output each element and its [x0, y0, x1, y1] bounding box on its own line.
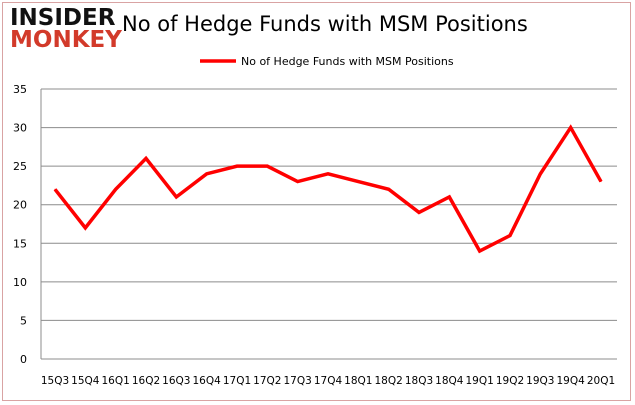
data-point: [54, 188, 56, 190]
data-point: [448, 196, 450, 198]
x-tick-label: 19Q2: [496, 375, 524, 387]
x-tick-label: 19Q4: [557, 375, 586, 387]
data-point: [357, 181, 359, 183]
x-tick-label: 17Q2: [253, 375, 281, 387]
legend-label: No of Hedge Funds with MSM Positions: [241, 55, 454, 68]
data-point: [297, 181, 299, 183]
x-tick-label: 18Q1: [344, 375, 372, 387]
data-point: [266, 165, 268, 167]
series-line: [53, 124, 603, 254]
x-tick-label: 16Q2: [132, 375, 160, 387]
insider-monkey-logo: INSIDER MONKEY: [10, 5, 122, 53]
x-tick-label: 15Q3: [41, 375, 69, 387]
data-point: [509, 235, 511, 237]
x-tick-label: 15Q4: [71, 375, 100, 387]
data-point: [600, 181, 602, 183]
logo-line2: MONKEY: [10, 27, 122, 53]
data-point: [236, 165, 238, 167]
x-tick-label: 20Q1: [587, 375, 615, 387]
x-tick-label: 16Q3: [162, 375, 190, 387]
y-tick-label: 35: [13, 83, 27, 96]
x-tick-label: 17Q3: [284, 375, 312, 387]
data-point: [418, 211, 420, 213]
y-tick-label: 0: [20, 353, 27, 366]
x-tick-label: 19Q3: [526, 375, 554, 387]
x-tick-label: 18Q4: [435, 375, 464, 387]
data-point: [539, 173, 541, 175]
x-tick-label: 18Q2: [375, 375, 403, 387]
chart-title: No of Hedge Funds with MSM Positions: [122, 12, 528, 36]
data-point: [175, 196, 177, 198]
y-tick-label: 5: [20, 314, 27, 327]
data-point: [327, 173, 329, 175]
y-tick-label: 30: [13, 122, 27, 135]
y-tick-label: 15: [13, 237, 27, 250]
y-tick-label: 10: [13, 276, 27, 289]
data-point: [206, 173, 208, 175]
data-point: [479, 250, 481, 252]
data-point: [145, 157, 147, 159]
x-tick-label: 16Q4: [193, 375, 222, 387]
data-point: [570, 127, 572, 129]
x-tick-label: 18Q3: [405, 375, 433, 387]
x-tick-label: 17Q4: [314, 375, 343, 387]
y-tick-label: 20: [13, 199, 27, 212]
x-tick-label: 19Q1: [466, 375, 494, 387]
data-point: [84, 227, 86, 229]
data-point: [115, 188, 117, 190]
x-tick-label: 16Q1: [102, 375, 130, 387]
x-tick-label: 17Q1: [223, 375, 251, 387]
data-point: [388, 188, 390, 190]
chart-frame: [2, 2, 631, 401]
y-tick-label: 25: [13, 160, 27, 173]
logo-line1: INSIDER: [10, 5, 116, 31]
